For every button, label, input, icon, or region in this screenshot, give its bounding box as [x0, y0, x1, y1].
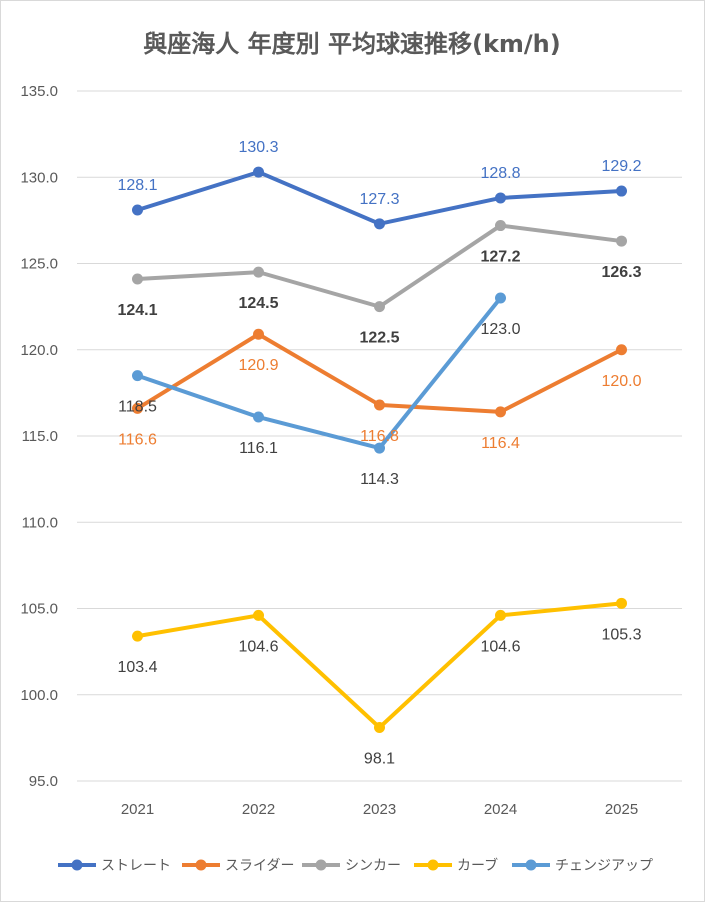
data-label: 126.3	[601, 264, 641, 281]
data-point	[253, 266, 264, 278]
legend-label: スライダー	[225, 858, 294, 874]
data-label: 129.2	[601, 158, 641, 175]
data-point	[253, 609, 264, 621]
x-axis-ticks: 2021 2022 2023 2024 2025	[121, 801, 638, 818]
data-label: 124.1	[117, 302, 157, 319]
data-label: 127.2	[480, 249, 520, 266]
data-label: 128.1	[117, 177, 157, 194]
y-tick-label: 125.0	[20, 256, 58, 273]
data-point	[374, 399, 385, 411]
y-axis-ticks: 95.0 100.0 105.0 110.0 115.0 120.0 125.0 130.0 1…	[20, 83, 58, 790]
legend-label: カーブ	[457, 857, 498, 874]
data-point	[495, 609, 506, 621]
data-label: 104.6	[238, 638, 278, 655]
data-label: 103.4	[117, 659, 157, 676]
data-point	[495, 220, 506, 232]
data-point	[253, 328, 264, 340]
data-point	[374, 301, 385, 313]
data-label: 124.5	[238, 295, 278, 312]
data-point	[495, 192, 506, 204]
data-point	[132, 630, 143, 642]
y-tick-label: 120.0	[20, 342, 58, 359]
data-point	[374, 218, 385, 230]
data-point	[495, 292, 506, 304]
data-point	[253, 411, 264, 423]
legend-label: シンカー	[345, 858, 401, 874]
data-point	[495, 406, 506, 418]
y-tick-label: 110.0	[22, 514, 58, 531]
x-tick-label: 2024	[484, 801, 517, 818]
data-point	[132, 273, 143, 285]
legend-swatch-marker	[315, 859, 327, 871]
series-line	[135, 601, 624, 730]
data-label: 120.0	[601, 373, 641, 390]
data-label: 116.1	[239, 440, 278, 457]
x-tick-label: 2022	[242, 801, 275, 818]
data-point	[616, 185, 627, 197]
data-point	[616, 344, 627, 356]
legend-swatch-marker	[71, 859, 83, 871]
gridlines	[77, 90, 682, 782]
x-tick-label: 2023	[363, 801, 396, 818]
data-label: 128.8	[480, 165, 520, 182]
legend-label: ストレート	[101, 858, 171, 874]
data-point	[132, 370, 143, 382]
data-label: 127.3	[359, 191, 399, 208]
legend-label: チェンジアップ	[555, 858, 653, 874]
data-label: 105.3	[601, 626, 641, 643]
data-point	[616, 235, 627, 247]
series-line	[135, 223, 624, 309]
data-point	[616, 597, 627, 609]
data-label: 116.6	[118, 431, 157, 448]
data-labels: 128.1 130.3 127.3 128.8 129.2 116.6 120.9 116.8…	[117, 139, 641, 767]
series-line	[135, 296, 503, 451]
data-point	[253, 166, 264, 178]
y-tick-label: 105.0	[20, 601, 58, 618]
data-point	[132, 204, 143, 216]
y-tick-label: 95.0	[29, 773, 58, 790]
data-label: 116.8	[360, 428, 399, 445]
y-tick-label: 115.0	[22, 428, 58, 445]
legend-swatch-marker	[525, 859, 537, 871]
data-label: 120.9	[238, 357, 278, 374]
data-point	[374, 722, 385, 734]
data-label: 104.6	[480, 638, 520, 655]
series-lines	[132, 166, 627, 734]
data-label: 98.1	[364, 751, 395, 768]
data-label: 116.4	[481, 435, 520, 452]
data-label: 118.5	[118, 399, 157, 416]
data-label: 114.3	[360, 471, 399, 488]
data-point	[374, 442, 385, 454]
chart-title: 與座海人 年度別 平均球速推移(km/h)	[143, 30, 560, 58]
y-tick-label: 130.0	[20, 169, 58, 186]
x-tick-label: 2021	[121, 801, 154, 818]
data-point	[132, 402, 143, 414]
data-label: 130.3	[238, 139, 278, 156]
data-label: 122.5	[359, 330, 399, 347]
legend-swatch-marker	[195, 859, 207, 871]
legend-swatch-marker	[427, 859, 439, 871]
x-tick-label: 2025	[605, 801, 638, 818]
data-label: 123.0	[480, 321, 520, 338]
y-tick-label: 135.0	[20, 83, 58, 100]
y-tick-label: 100.0	[20, 687, 58, 704]
legend: ストレート スライダー シンカー カーブ チェンジアップ	[58, 857, 653, 874]
